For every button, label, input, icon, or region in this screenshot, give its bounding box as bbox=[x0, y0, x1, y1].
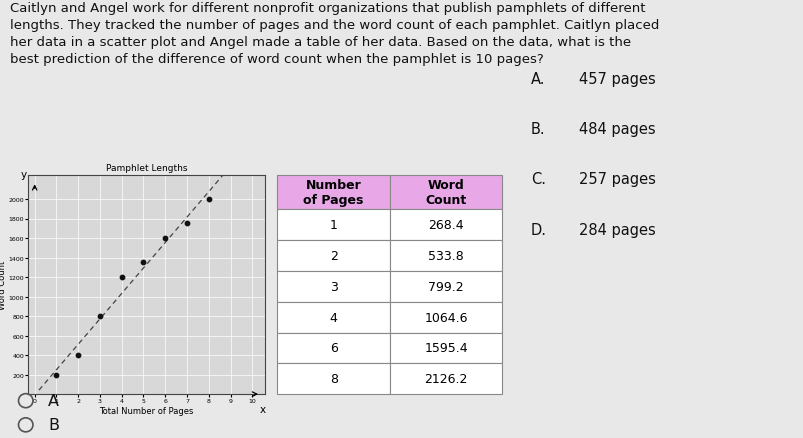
Text: A.: A. bbox=[530, 71, 544, 86]
Text: y: y bbox=[21, 170, 26, 180]
Point bbox=[71, 352, 84, 359]
Text: 457 pages: 457 pages bbox=[578, 71, 654, 86]
Text: x: x bbox=[259, 404, 266, 414]
Point bbox=[202, 196, 215, 203]
Text: 257 pages: 257 pages bbox=[578, 172, 655, 187]
Point bbox=[181, 220, 194, 227]
Point bbox=[50, 371, 63, 378]
Text: Caitlyn and Angel work for different nonprofit organizations that publish pamphl: Caitlyn and Angel work for different non… bbox=[10, 2, 659, 66]
Point bbox=[137, 259, 149, 266]
Title: Pamphlet Lengths: Pamphlet Lengths bbox=[106, 164, 187, 173]
Text: 484 pages: 484 pages bbox=[578, 122, 654, 137]
Text: A: A bbox=[48, 393, 59, 408]
Text: D.: D. bbox=[530, 223, 546, 237]
Y-axis label: Word Count: Word Count bbox=[0, 260, 7, 309]
Point bbox=[93, 313, 106, 320]
Text: 284 pages: 284 pages bbox=[578, 223, 654, 237]
Text: B: B bbox=[48, 417, 59, 432]
X-axis label: Total Number of Pages: Total Number of Pages bbox=[100, 406, 194, 415]
Point bbox=[159, 235, 172, 242]
Point bbox=[115, 274, 128, 281]
Text: C.: C. bbox=[530, 172, 545, 187]
Text: B.: B. bbox=[530, 122, 544, 137]
